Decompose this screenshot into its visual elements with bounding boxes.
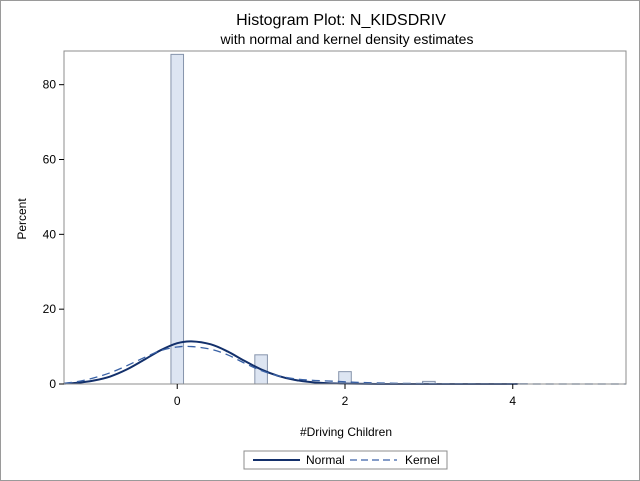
histogram-bars	[170, 53, 520, 385]
y-tick-label: 60	[43, 153, 57, 167]
chart-subtitle: with normal and kernel density estimates	[220, 31, 474, 47]
legend-normal-label: Normal	[306, 453, 345, 467]
y-axis-label: Percent	[15, 198, 29, 240]
plot-area-border	[63, 50, 627, 385]
legend: Normal Kernel	[243, 450, 448, 470]
histogram-bar	[170, 53, 185, 385]
y-tick-label: 20	[43, 302, 57, 316]
y-tick-label: 0	[49, 377, 56, 391]
legend-box	[243, 450, 448, 470]
x-axis-label: #Driving Children	[300, 425, 392, 439]
x-axis: 0 2 4	[174, 384, 516, 408]
x-tick-label: 4	[509, 394, 516, 408]
chart-title: Histogram Plot: N_KIDSDRIV	[236, 12, 446, 29]
y-axis: 0 20 40 60 80	[43, 78, 64, 391]
y-tick-label: 40	[43, 227, 57, 241]
y-tick-label: 80	[43, 78, 57, 92]
legend-kernel-label: Kernel	[405, 453, 440, 467]
x-tick-label: 0	[174, 394, 181, 408]
x-tick-label: 2	[342, 394, 349, 408]
